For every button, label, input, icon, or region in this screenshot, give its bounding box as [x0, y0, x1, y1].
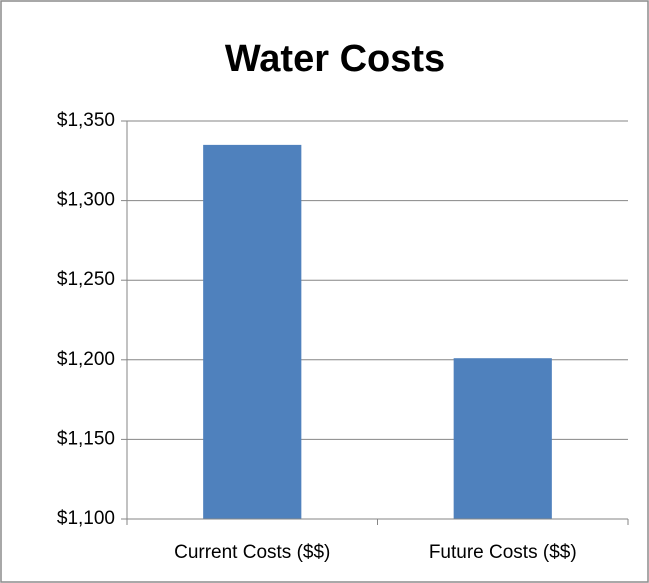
x-tick-label: Current Costs ($$) — [174, 542, 330, 563]
y-tick-label: $1,100 — [57, 508, 115, 529]
y-tick-label: $1,150 — [57, 428, 115, 449]
y-tick-label: $1,350 — [57, 110, 115, 131]
x-tick-label: Future Costs ($$) — [429, 542, 577, 563]
bar — [203, 144, 302, 519]
bar — [453, 358, 552, 519]
y-tick-label: $1,200 — [57, 349, 115, 370]
y-tick-label: $1,300 — [57, 190, 115, 211]
y-tick-label: $1,250 — [57, 269, 115, 290]
chart-title: Water Costs — [225, 38, 445, 80]
